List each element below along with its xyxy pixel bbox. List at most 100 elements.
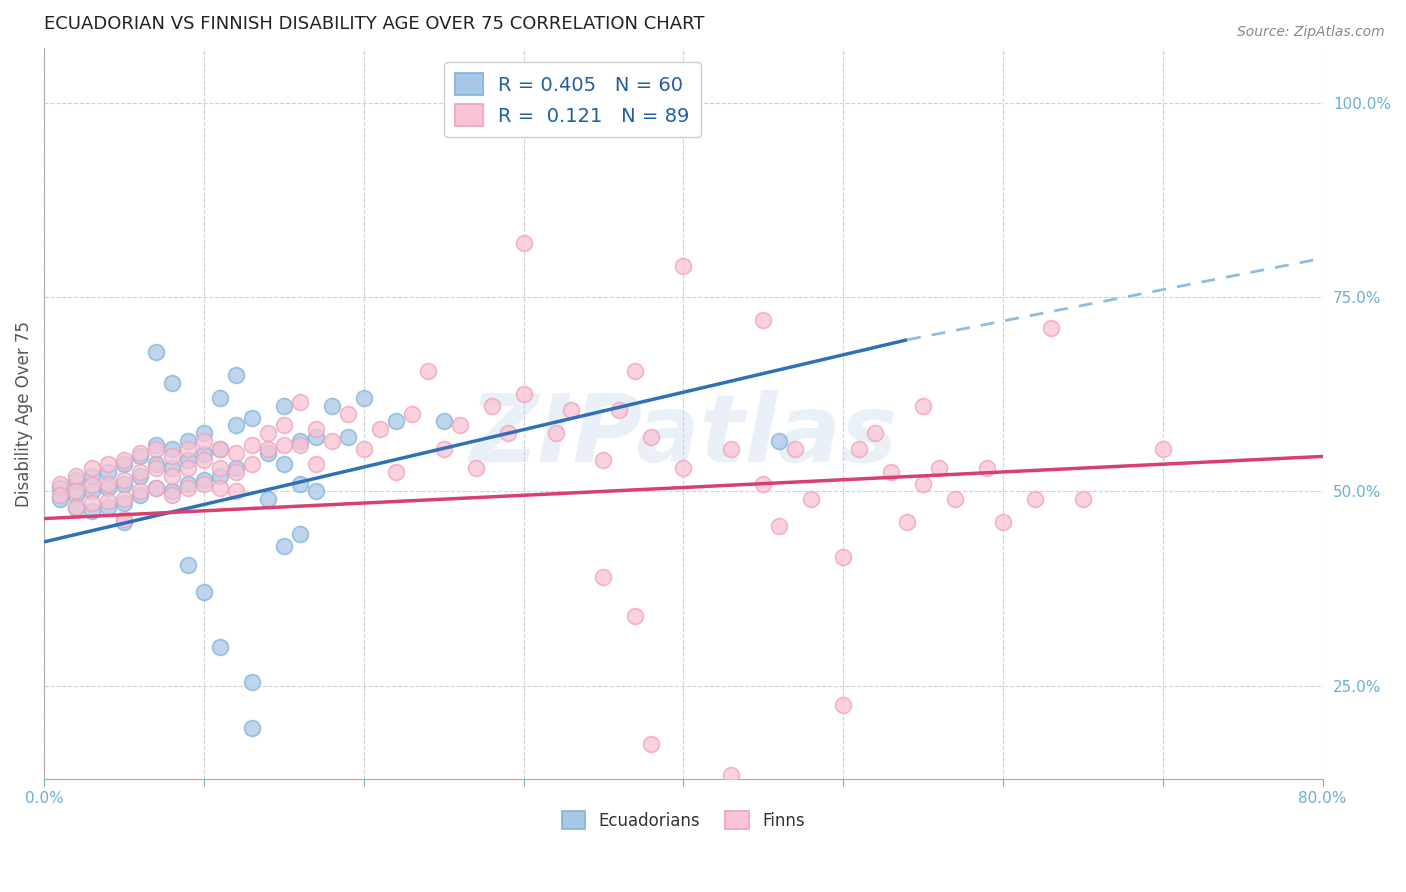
Point [976, 461, 998, 475]
Point [273, 418, 295, 433]
Point [240, 457, 263, 471]
Point [433, 442, 456, 456]
Point [97, 476, 120, 491]
Point [720, 768, 742, 782]
Point [353, 442, 375, 456]
Point [129, 484, 152, 499]
Point [80, 478, 103, 492]
Point [240, 722, 263, 736]
Point [225, 484, 247, 499]
Point [112, 516, 135, 530]
Point [273, 539, 295, 553]
Point [640, 737, 662, 751]
Point [160, 484, 183, 499]
Point [288, 476, 311, 491]
Point [832, 550, 855, 565]
Point [80, 484, 103, 499]
Point [1024, 492, 1046, 507]
Point [288, 395, 311, 409]
Point [129, 465, 152, 479]
Point [160, 442, 183, 456]
Point [943, 492, 966, 507]
Point [160, 468, 183, 483]
Point [1071, 492, 1094, 507]
Y-axis label: Disability Age Over 75: Disability Age Over 75 [15, 321, 32, 507]
Point [768, 434, 790, 448]
Point [193, 447, 215, 461]
Point [1039, 321, 1062, 335]
Point [288, 527, 311, 541]
Point [208, 640, 231, 654]
Point [65, 488, 87, 502]
Text: ZIPatlas: ZIPatlas [470, 390, 897, 482]
Point [112, 511, 135, 525]
Point [145, 461, 167, 475]
Point [384, 414, 406, 428]
Point [257, 492, 280, 507]
Point [912, 399, 935, 413]
Point [177, 434, 200, 448]
Point [80, 504, 103, 518]
Point [193, 426, 215, 441]
Point [177, 453, 200, 467]
Point [785, 442, 807, 456]
Point [240, 674, 263, 689]
Point [160, 376, 183, 390]
Point [433, 414, 456, 428]
Text: ECUADORIAN VS FINNISH DISABILITY AGE OVER 75 CORRELATION CHART: ECUADORIAN VS FINNISH DISABILITY AGE OVE… [44, 15, 704, 33]
Point [240, 438, 263, 452]
Point [225, 418, 247, 433]
Point [208, 442, 231, 456]
Point [177, 461, 200, 475]
Point [112, 476, 135, 491]
Point [640, 430, 662, 444]
Point [848, 442, 870, 456]
Point [321, 399, 343, 413]
Point [129, 468, 152, 483]
Point [177, 442, 200, 456]
Point [336, 407, 359, 421]
Point [672, 461, 695, 475]
Point [145, 344, 167, 359]
Point [208, 442, 231, 456]
Point [305, 422, 328, 436]
Point [193, 434, 215, 448]
Point [97, 465, 120, 479]
Point [97, 500, 120, 514]
Point [752, 313, 775, 327]
Point [80, 496, 103, 510]
Point [273, 399, 295, 413]
Point [752, 476, 775, 491]
Point [160, 461, 183, 475]
Point [880, 465, 903, 479]
Point [145, 481, 167, 495]
Point [65, 484, 87, 499]
Point [481, 399, 503, 413]
Point [145, 457, 167, 471]
Point [80, 461, 103, 475]
Point [832, 698, 855, 712]
Point [177, 558, 200, 573]
Point [288, 438, 311, 452]
Point [145, 438, 167, 452]
Point [225, 461, 247, 475]
Point [305, 430, 328, 444]
Point [208, 468, 231, 483]
Point [49, 492, 72, 507]
Point [145, 481, 167, 495]
Point [928, 461, 950, 475]
Point [112, 457, 135, 471]
Point [896, 516, 918, 530]
Point [177, 481, 200, 495]
Point [225, 368, 247, 382]
Point [65, 501, 87, 516]
Point [336, 430, 359, 444]
Point [720, 442, 742, 456]
Point [49, 488, 72, 502]
Point [368, 422, 391, 436]
Point [65, 468, 87, 483]
Text: Source: ZipAtlas.com: Source: ZipAtlas.com [1237, 25, 1385, 39]
Point [273, 438, 295, 452]
Point [273, 457, 295, 471]
Point [112, 496, 135, 510]
